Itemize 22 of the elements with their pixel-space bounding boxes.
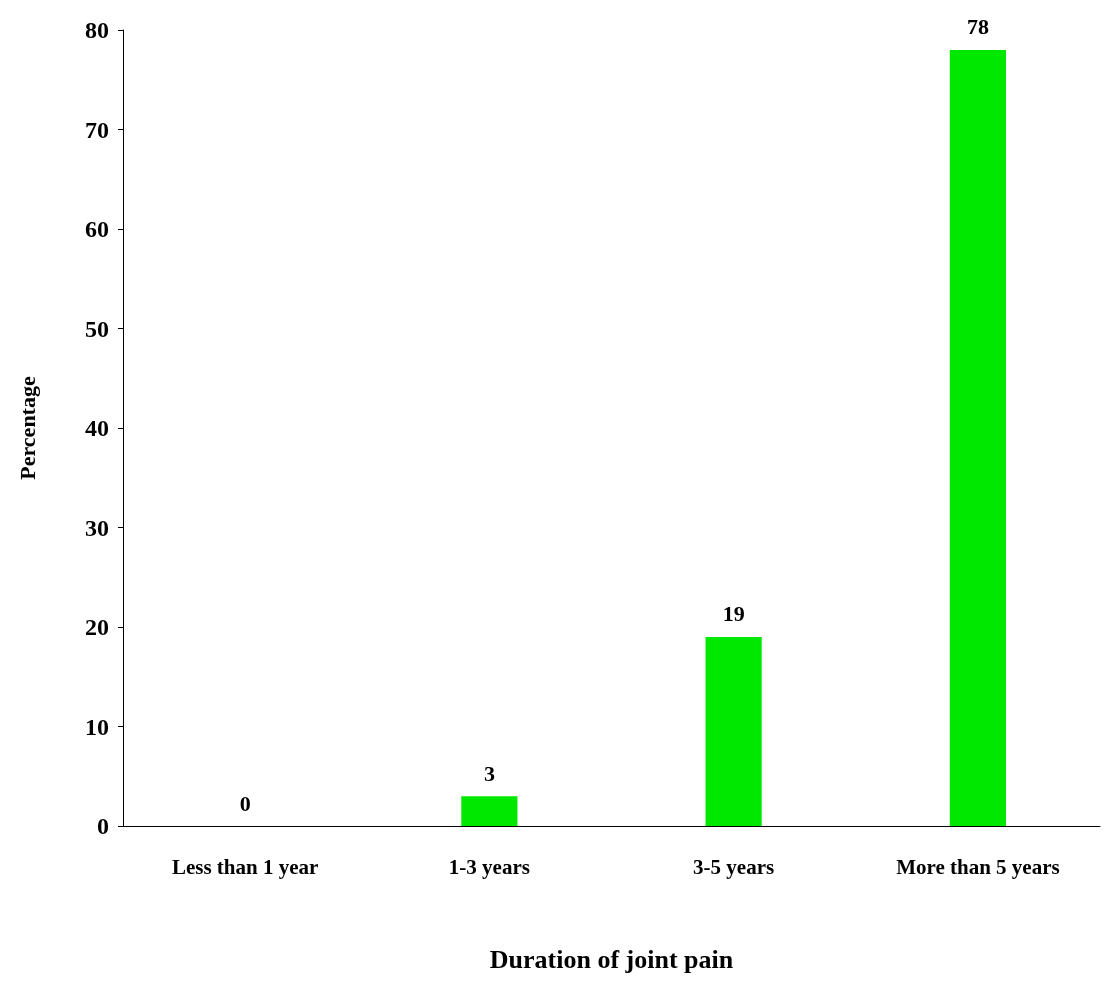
- y-tick-label: 20: [85, 614, 109, 640]
- y-tick-label: 50: [85, 315, 109, 342]
- bar: [461, 796, 518, 826]
- x-axis-title: Duration of joint pain: [489, 944, 734, 974]
- y-tick-label: 10: [85, 713, 109, 740]
- bar: [705, 636, 762, 826]
- y-tick-label: 70: [85, 116, 109, 143]
- y-tick-label: 30: [85, 514, 109, 541]
- data-label: 3: [483, 760, 495, 786]
- y-axis-title: Percentage: [14, 376, 40, 480]
- y-tick-label: 80: [85, 17, 109, 43]
- y-tick-label: 60: [85, 216, 109, 242]
- x-tick-label: More than 5 years: [896, 854, 1060, 879]
- y-tick-label: 40: [85, 415, 109, 441]
- bar: [949, 49, 1006, 826]
- data-label: 0: [239, 790, 251, 816]
- x-tick-label: 3-5 years: [693, 854, 775, 879]
- x-tick-label: 1-3 years: [448, 854, 530, 879]
- data-label: 19: [722, 601, 745, 627]
- x-tick-label: Less than 1 year: [171, 854, 319, 879]
- y-tick-label: 0: [97, 813, 109, 839]
- data-label: 78: [966, 14, 989, 40]
